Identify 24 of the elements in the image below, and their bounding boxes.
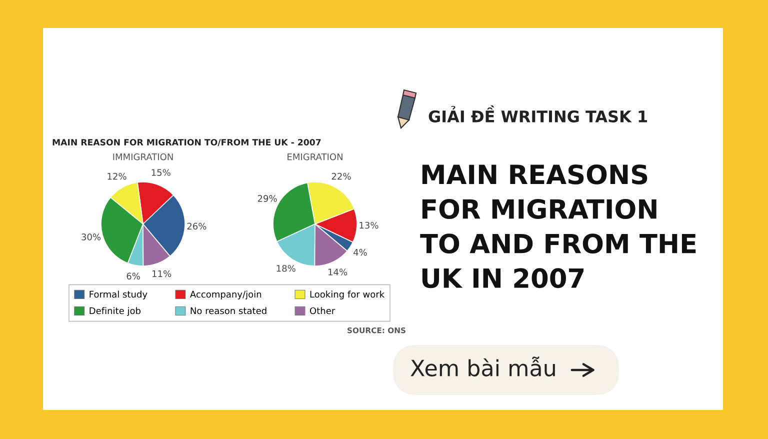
chart-title: EMIGRATION xyxy=(288,153,342,160)
data-label: 4% xyxy=(353,248,367,256)
data-label: 14% xyxy=(328,268,348,276)
data-label: 30% xyxy=(82,234,101,240)
text: MAIN REASON FOR MIGRATION TO/FROM THE UK - 2007 xyxy=(52,138,321,146)
text: Xem bài mẫu xyxy=(410,356,555,376)
data-label: 26% xyxy=(187,222,206,230)
data-label: 15% xyxy=(152,169,170,176)
legend-label: No reason stated xyxy=(190,307,266,314)
chart-title: IMMIGRATION xyxy=(113,153,173,160)
legend-label: Formal study xyxy=(90,290,148,300)
data-label: 22% xyxy=(332,172,351,180)
data-label: 18% xyxy=(276,264,296,272)
data-label: 11% xyxy=(152,270,172,278)
data-label: 6% xyxy=(126,272,140,280)
data-label: 13% xyxy=(360,222,378,229)
legend-label: Accompany/join xyxy=(190,290,262,300)
data-label: 29% xyxy=(258,195,277,202)
data-label: 12% xyxy=(108,172,126,180)
legend-label: Other xyxy=(310,307,336,314)
legend-label: Definite job xyxy=(90,307,141,316)
text: GIẢI ĐỀ WRITING TASK 1 xyxy=(428,105,647,122)
text: MAIN REASONS FOR MIGRATION TO AND FROM THE UK IN 2007 xyxy=(420,164,696,288)
legend-label: Looking for work xyxy=(310,290,385,300)
